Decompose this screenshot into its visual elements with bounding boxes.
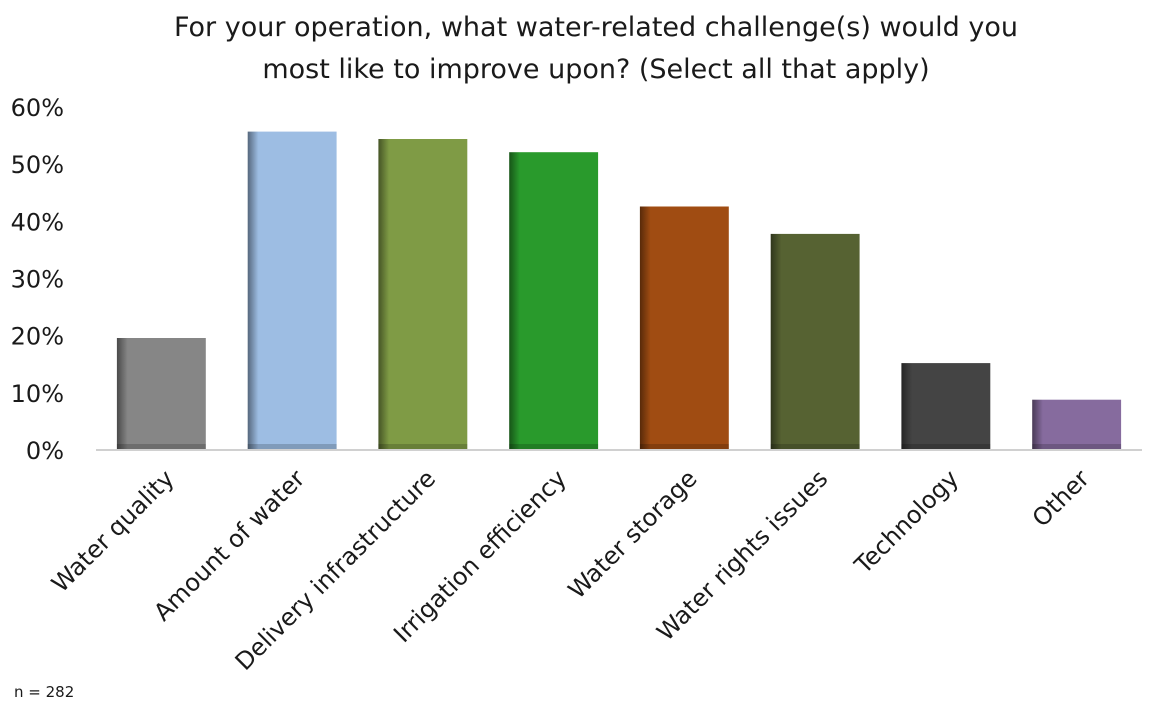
y-tick-label: 40%	[11, 208, 64, 236]
y-tick-label: 30%	[11, 266, 64, 294]
bar	[509, 152, 598, 450]
bar	[1032, 400, 1121, 450]
bar	[117, 338, 206, 450]
x-tick-label: Other	[1027, 464, 1095, 532]
bar	[771, 234, 860, 450]
bar	[901, 363, 990, 450]
bar	[640, 207, 729, 451]
y-axis-ticks: 0% 10% 20% 30% 40% 50% 60%	[11, 94, 64, 465]
chart-title-line-1: For your operation, what water-related c…	[174, 12, 1018, 43]
bars-group	[117, 132, 1121, 450]
y-tick-label: 60%	[11, 94, 64, 122]
x-tick-label: Water storage	[563, 464, 703, 604]
x-tick-label: Technology	[849, 464, 965, 580]
y-tick-label: 0%	[26, 437, 64, 465]
y-tick-label: 50%	[11, 151, 64, 179]
y-tick-label: 20%	[11, 323, 64, 351]
bar	[248, 132, 337, 450]
y-tick-label: 10%	[11, 380, 64, 408]
chart-title-line-2: most like to improve upon? (Select all t…	[262, 54, 929, 85]
sample-size-footnote: n = 282	[14, 683, 74, 701]
x-tick-label: Water quality	[46, 464, 179, 597]
bar	[378, 139, 467, 450]
